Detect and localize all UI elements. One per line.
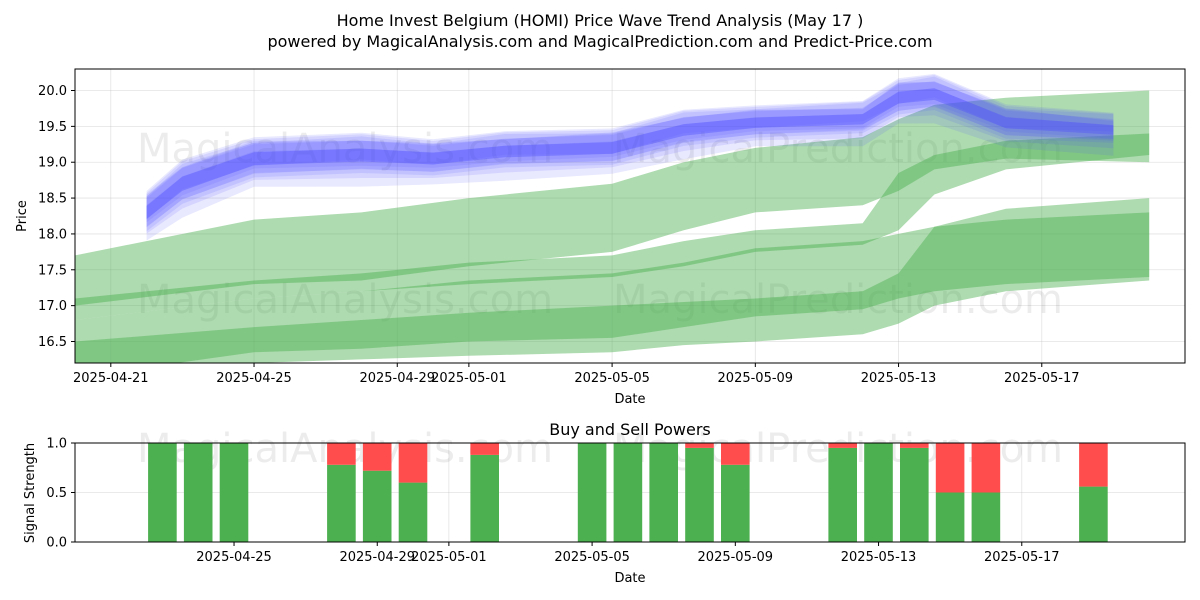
price-y-ticks: 16.5 17.0 17.5 18.0 18.5 19.0 19.5 20.0: [38, 84, 75, 350]
chart-title-line1: Home Invest Belgium (HOMI) Price Wave Tr…: [337, 11, 864, 30]
buy-bar: [1079, 486, 1108, 542]
x-tick-label: 2025-04-21: [73, 371, 149, 386]
trend-band-4: [75, 198, 1150, 363]
price-x-axis-label: Date: [614, 392, 645, 407]
price-wave-bands: [146, 73, 1114, 241]
sell-bar: [362, 443, 392, 471]
price-wave-band-1: [146, 82, 1114, 241]
buy-bar: [577, 443, 607, 542]
signal-y-axis-label: Signal Strength: [23, 443, 38, 543]
sell-bar: [685, 443, 714, 448]
buy-bar: [470, 454, 499, 542]
y-tick-label: 16.5: [38, 335, 67, 350]
sell-bar: [721, 443, 750, 465]
sell-bar: [900, 443, 929, 448]
price-chart: MagicalAnalysis.com MagicalPrediction.co…: [15, 68, 1186, 407]
signal-chart: Buy and Sell Powers MagicalAnalysis.com …: [23, 420, 1186, 586]
buy-bar: [183, 443, 213, 542]
x-tick-label: 2025-05-05: [554, 550, 630, 565]
price-wave-band-2: [146, 81, 1114, 234]
y-tick-label: 17.0: [38, 299, 67, 314]
price-wave-band-6: [146, 88, 1114, 223]
y-tick-label: 19.5: [38, 120, 67, 135]
x-tick-label: 2025-04-29: [339, 550, 415, 565]
buy-bar: [935, 492, 965, 542]
x-tick-label: 2025-05-01: [431, 371, 507, 386]
buy-bar: [362, 470, 392, 542]
price-wave-band-7: [146, 73, 1114, 232]
x-tick-label: 2025-05-05: [574, 371, 650, 386]
x-tick-label: 2025-05-09: [698, 550, 774, 565]
buy-bar: [721, 464, 750, 542]
y-tick-label: 0.5: [46, 486, 67, 501]
y-tick-label: 17.5: [38, 263, 67, 278]
x-tick-label: 2025-05-01: [411, 550, 487, 565]
x-tick-label: 2025-05-09: [718, 371, 794, 386]
buy-bar: [828, 447, 857, 542]
sell-bar: [971, 443, 1001, 493]
y-tick-label: 19.0: [38, 156, 67, 171]
price-wave-band-5: [146, 76, 1114, 220]
watermark-1: MagicalAnalysis.com: [137, 126, 553, 172]
watermark-4: MagicalPrediction.com: [613, 277, 1063, 323]
trend-band-1: [75, 90, 1150, 306]
price-chart-grid: [75, 69, 1185, 363]
watermark-2: MagicalPrediction.com: [613, 126, 1063, 172]
watermark-3: MagicalAnalysis.com: [137, 277, 553, 323]
x-tick-label: 2025-05-13: [841, 550, 917, 565]
x-tick-label: 2025-05-13: [861, 371, 937, 386]
sell-bar: [935, 443, 965, 493]
buy-bar: [148, 443, 177, 542]
price-wave-band-4: [146, 75, 1114, 228]
sell-bar: [470, 443, 499, 455]
buy-bar: [864, 443, 893, 542]
y-tick-label: 1.0: [46, 437, 67, 452]
buy-bar: [219, 443, 249, 542]
y-tick-label: 18.0: [38, 227, 67, 242]
buy-bar: [685, 447, 714, 542]
trend-bands: [75, 90, 1150, 363]
y-tick-label: 18.5: [38, 192, 67, 207]
buy-bar: [398, 482, 428, 542]
price-wave-core: [146, 88, 1114, 219]
buy-bar: [649, 443, 678, 542]
signal-chart-title: Buy and Sell Powers: [549, 420, 711, 439]
trend-band-3: [75, 212, 1150, 363]
sell-bar: [828, 443, 857, 448]
x-tick-label: 2025-04-25: [196, 550, 272, 565]
price-x-ticks: 2025-04-21 2025-04-25 2025-04-292025-05-01…: [73, 363, 1080, 386]
price-wave-band-3: [146, 81, 1114, 227]
buy-bar: [900, 447, 929, 542]
x-tick-label: 2025-04-29: [359, 371, 435, 386]
x-tick-label: 2025-05-17: [984, 550, 1060, 565]
price-y-axis-label: Price: [15, 200, 30, 232]
signal-x-axis-label: Date: [614, 571, 645, 586]
sell-bar: [327, 443, 356, 465]
price-chart-frame: [74, 68, 1186, 364]
buy-bar: [971, 492, 1001, 542]
sell-bar: [1079, 443, 1108, 487]
trend-band-2: [75, 133, 1150, 320]
signal-bars: [148, 443, 1108, 542]
buy-bar: [327, 464, 356, 542]
buy-bar: [613, 443, 643, 542]
y-tick-label: 0.0: [46, 536, 67, 551]
x-tick-label: 2025-05-17: [1004, 371, 1080, 386]
sell-bar: [398, 443, 428, 483]
chart-title-line2: powered by MagicalAnalysis.com and Magic…: [267, 32, 932, 51]
y-tick-label: 20.0: [38, 84, 67, 99]
signal-y-ticks: 0.0 0.5 1.0: [46, 437, 75, 551]
x-tick-label: 2025-04-25: [216, 371, 292, 386]
